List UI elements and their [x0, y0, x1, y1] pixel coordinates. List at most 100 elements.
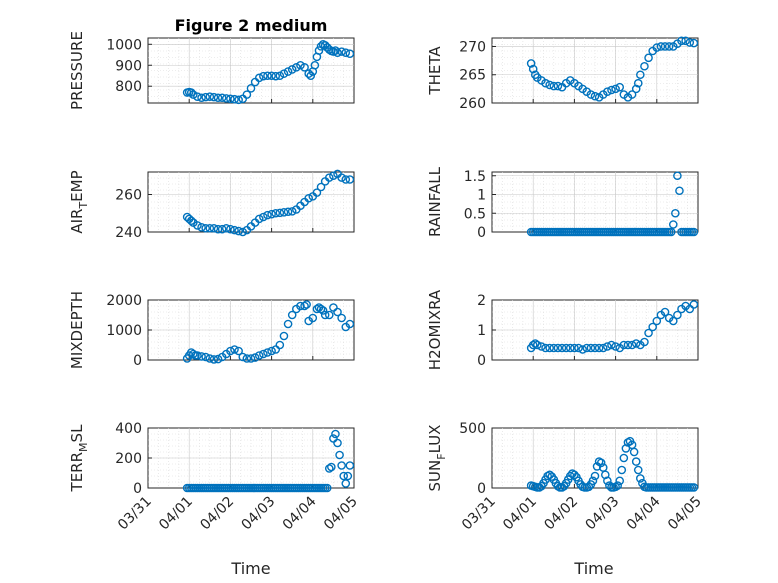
y-tick-label: 1000	[106, 323, 142, 339]
data-point	[259, 349, 268, 359]
data-point	[287, 207, 297, 216]
y-axis-label-suffix: SL	[68, 424, 86, 443]
data-point	[689, 227, 699, 237]
y-axis-label: TERRMSL	[68, 424, 90, 493]
data-point	[689, 300, 699, 309]
data-point	[186, 216, 196, 226]
data-point	[186, 88, 196, 97]
data-point	[553, 81, 563, 91]
data-point	[314, 46, 324, 55]
y-axis-label: AIRTEMP	[68, 170, 90, 233]
data-point	[279, 208, 289, 217]
y-tick-label: 265	[459, 68, 486, 84]
data-point	[234, 226, 243, 236]
data-point	[341, 175, 351, 184]
y-tick-label: 0	[477, 481, 486, 497]
data-point	[271, 71, 281, 81]
data-point	[197, 93, 206, 103]
subplot-sun_flux: 0 500 SUNFLUX 03/31 04/01 04/02 04/03 04/04 04/0…	[426, 421, 705, 533]
data-point	[629, 447, 639, 457]
data-point	[205, 92, 215, 102]
y-axis-label-main: MIXDEPTH	[68, 291, 86, 369]
y-tick-label: 200	[115, 451, 142, 467]
data-point	[230, 225, 239, 235]
data-point	[263, 71, 272, 81]
data-point	[189, 349, 198, 359]
data-point	[677, 36, 686, 46]
data-point	[619, 340, 629, 350]
data-point	[316, 42, 326, 51]
data-point	[615, 476, 625, 486]
y-tick-label: 0	[477, 225, 486, 241]
data-point	[681, 36, 690, 46]
y-axis-label-subscript: F	[435, 453, 448, 459]
data-point	[631, 339, 641, 348]
data-point	[636, 474, 645, 483]
data-point	[263, 348, 272, 357]
data-point	[275, 340, 285, 350]
data-point	[656, 42, 666, 51]
data-point	[318, 306, 328, 315]
data-point	[221, 94, 231, 103]
y-axis-label-subscript: M	[77, 442, 90, 452]
data-point	[528, 64, 538, 74]
y-tick-label: 0	[133, 481, 142, 497]
y-tick-label: 2000	[106, 293, 142, 309]
data-point	[607, 85, 616, 95]
data-point	[578, 345, 587, 354]
data-point	[627, 90, 637, 99]
data-point	[644, 53, 653, 63]
data-point	[633, 78, 643, 88]
data-point	[586, 343, 596, 353]
data-point	[304, 193, 313, 203]
x-tick-label: 04/04	[624, 493, 664, 533]
x-tick-label: 04/02	[197, 494, 237, 534]
data-point	[193, 351, 202, 360]
data-point	[588, 476, 598, 486]
data-point	[201, 92, 210, 102]
y-tick-label: 500	[459, 421, 486, 437]
y-tick-label: 240	[115, 225, 142, 241]
data-point	[598, 343, 608, 353]
data-point	[541, 343, 550, 353]
data-point	[213, 224, 223, 234]
data-point	[331, 46, 340, 55]
data-point	[337, 47, 346, 56]
data-point	[640, 61, 649, 71]
data-point	[337, 313, 346, 323]
data-point	[664, 42, 674, 51]
data-point	[596, 458, 606, 468]
y-tick-label: 2	[477, 293, 486, 309]
x-tick-label: 04/05	[321, 494, 361, 534]
y-axis-label: SUNFLUX	[426, 425, 448, 492]
data-point	[275, 208, 285, 218]
data-point	[217, 93, 227, 103]
data-point	[590, 91, 600, 101]
subplot-mixdepth: 0 1000 2000 MIXDEPTH	[68, 291, 355, 369]
data-point	[605, 481, 614, 490]
figure-title: Figure 2 medium	[175, 16, 328, 35]
y-tick-label: 0	[477, 353, 486, 369]
data-point	[333, 48, 342, 57]
data-point	[640, 337, 649, 347]
data-point	[553, 343, 563, 353]
y-tick-label: 0	[133, 353, 142, 369]
data-point	[238, 227, 248, 237]
data-point	[526, 59, 536, 68]
y-axis-label-main: TERR	[68, 452, 86, 493]
data-point	[333, 307, 342, 317]
y-axis-label: MIXDEPTH	[68, 291, 86, 369]
data-point	[633, 465, 643, 475]
y-tick-label: 1	[477, 323, 486, 339]
data-point	[283, 319, 293, 329]
data-point	[603, 87, 612, 96]
data-point	[631, 457, 641, 466]
data-point	[345, 175, 355, 184]
data-point	[335, 450, 344, 460]
data-point	[193, 221, 202, 230]
data-point	[254, 351, 264, 360]
data-point	[312, 188, 322, 197]
data-point	[613, 481, 622, 490]
data-point	[549, 343, 559, 353]
